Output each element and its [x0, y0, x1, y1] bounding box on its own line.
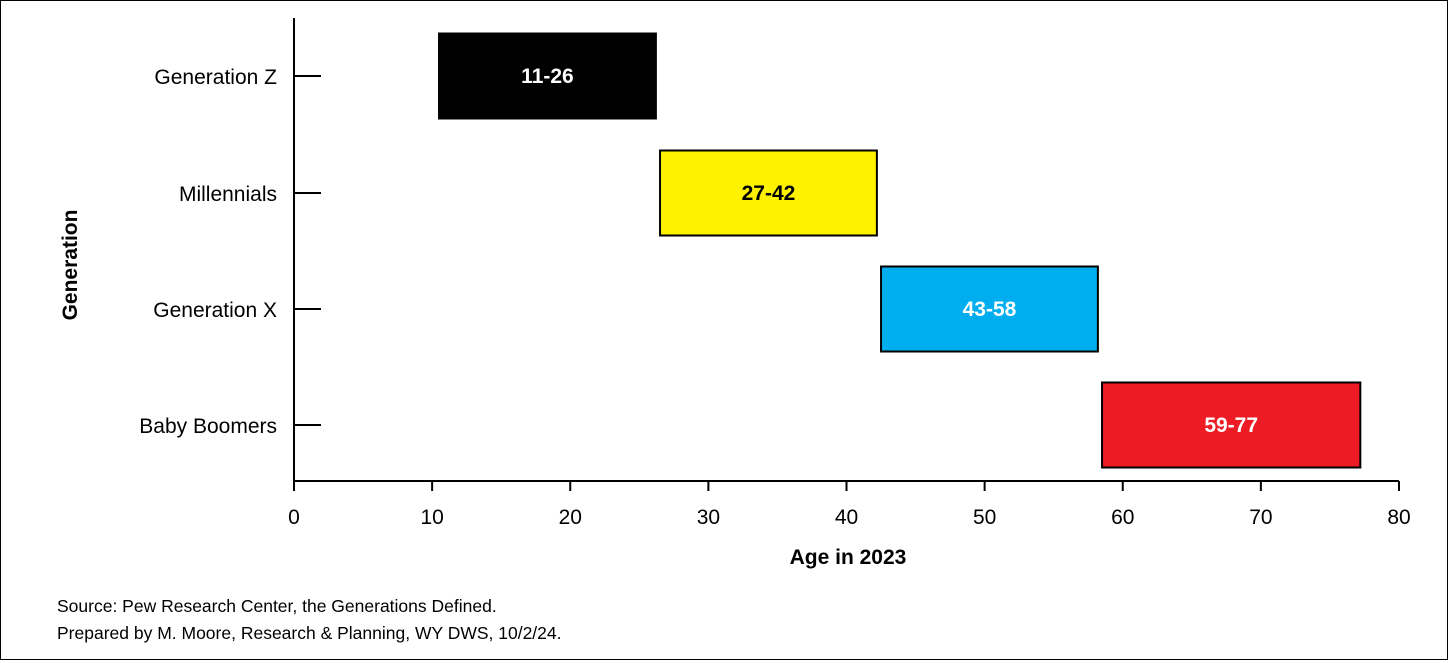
- y-tick-label-baby-boomers: Baby Boomers: [139, 415, 277, 438]
- y-tick-label-generation-x: Generation X: [153, 299, 277, 322]
- x-tick-label: 10: [420, 506, 443, 529]
- x-tick-label: 70: [1249, 506, 1272, 529]
- y-tick-label-millennials: Millennials: [179, 183, 277, 206]
- bar-label-millennials: 27-42: [742, 182, 796, 205]
- x-tick-label: 60: [1111, 506, 1134, 529]
- x-tick-label: 40: [835, 506, 858, 529]
- x-axis-title: Age in 2023: [790, 546, 907, 569]
- bar-label-generation-z: 11-26: [521, 65, 574, 88]
- bars-layer: [438, 32, 1362, 469]
- bar-baby-boomers: [1101, 381, 1362, 469]
- bar-label-generation-x: 43-58: [963, 298, 1017, 321]
- chart: 11-26 27-42 43-58 59-77 0 10 20 30 40 50 60 70 80 G…: [59, 18, 1411, 569]
- x-tick-label: 0: [288, 506, 300, 529]
- x-tick-label: 80: [1387, 506, 1410, 529]
- bar-generation-z: [438, 32, 657, 120]
- bar-generation-x: [880, 265, 1099, 353]
- bar-label-baby-boomers: 59-77: [1204, 414, 1258, 437]
- x-tick-label: 50: [973, 506, 996, 529]
- prepared-by-note: Prepared by M. Moore, Research & Plannin…: [57, 623, 562, 643]
- y-tick-label-generation-z: Generation Z: [154, 66, 277, 89]
- x-ticks-layer: 0 10 20 30 40 50 60 70 80: [288, 481, 1411, 529]
- source-note: Source: Pew Research Center, the Generat…: [57, 596, 497, 616]
- x-tick-label: 30: [697, 506, 720, 529]
- x-tick-label: 20: [559, 506, 582, 529]
- y-axis-title: Generation: [59, 210, 82, 321]
- bar-millennials: [659, 149, 878, 237]
- bar-labels-layer: 11-26 27-42 43-58 59-77: [521, 65, 1258, 437]
- y-ticks-layer: Generation Z Millennials Generation X Baby …: [139, 66, 321, 438]
